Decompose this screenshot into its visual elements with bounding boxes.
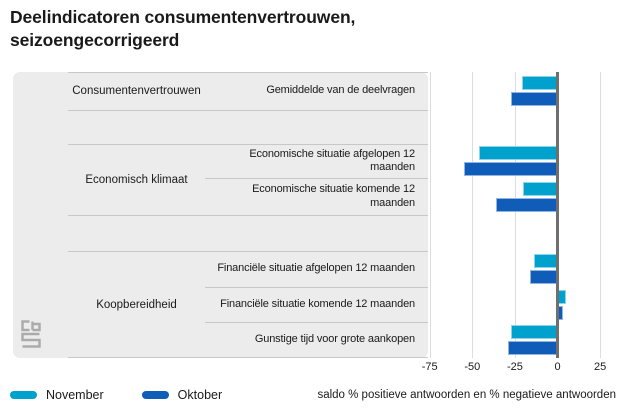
bar-november <box>523 181 558 196</box>
row-label: Financiële situatie komende 12 maanden <box>197 287 422 322</box>
row-label: Gemiddelde van de deelvragen <box>197 72 422 110</box>
zero-axis-line <box>556 72 559 358</box>
gridline <box>514 72 516 358</box>
row-label-text: Economische situatie komende 12 maanden <box>252 183 415 209</box>
gridline <box>472 72 474 358</box>
row-label-text: Gunstige tijd voor grote aankopen <box>254 333 415 346</box>
group-label-consumentenvertrouwen: Consumentenvertrouwen <box>72 85 201 97</box>
bar-november <box>557 289 567 304</box>
x-axis-ticks: -75 -50 -25 0 25 <box>422 361 618 375</box>
separator-line <box>205 287 428 288</box>
row-label-text: Financiële situatie afgelopen 12 maanden <box>217 262 415 275</box>
row-label: Gunstige tijd voor grote aankopen <box>197 322 422 358</box>
bar-oktober <box>508 341 558 355</box>
bar-oktober <box>496 197 558 212</box>
bar-november <box>511 325 558 339</box>
row-label-text: Economische situatie afgelopen 12 maande… <box>249 147 415 173</box>
bar-oktober <box>463 162 558 176</box>
x-tick-label: -75 <box>421 361 438 373</box>
legend-label-november: November <box>46 388 104 402</box>
plot-area <box>428 72 618 358</box>
x-tick-label: 25 <box>593 361 607 373</box>
chart-title: Deelindicatoren consumentenvertrouwen, s… <box>10 7 356 50</box>
legend-swatch-oktober <box>141 391 169 399</box>
separator-line <box>68 72 428 73</box>
gridline <box>600 72 602 358</box>
separator-line <box>68 110 428 111</box>
row-label-text: Financiële situatie komende 12 maanden <box>220 297 415 310</box>
legend-label-oktober: Oktober <box>177 388 223 402</box>
separator-line <box>68 144 428 145</box>
x-tick-label: 0 <box>554 361 561 373</box>
bar-oktober <box>530 270 558 284</box>
cbs-logo-icon <box>21 320 41 348</box>
separator-line <box>68 251 428 252</box>
gridline <box>429 72 431 358</box>
separator-line <box>205 322 428 323</box>
group-label-koopbereidheid: Koopbereidheid <box>96 298 177 311</box>
legend: November Oktober <box>10 388 222 402</box>
x-axis-caption: saldo % positieve antwoorden en % negati… <box>317 389 616 401</box>
bar-november <box>479 146 558 160</box>
separator-line <box>68 215 428 216</box>
bar-november <box>521 76 558 90</box>
row-label: Economische situatie afgelopen 12 maande… <box>197 144 422 178</box>
row-label-text: Gemiddelde van de deelvragen <box>266 84 415 97</box>
row-label: Financiële situatie afgelopen 12 maanden <box>197 251 422 287</box>
legend-swatch-november <box>10 391 37 399</box>
group-label-economisch-klimaat: Economisch klimaat <box>85 173 188 186</box>
separator-line <box>205 178 428 179</box>
separator-line <box>68 357 428 358</box>
row-label: Economische situatie komende 12 maanden <box>197 178 422 215</box>
x-tick-label: -25 <box>506 361 523 373</box>
x-tick-label: -50 <box>464 361 481 373</box>
bar-oktober <box>511 92 558 106</box>
bar-november <box>533 254 558 268</box>
